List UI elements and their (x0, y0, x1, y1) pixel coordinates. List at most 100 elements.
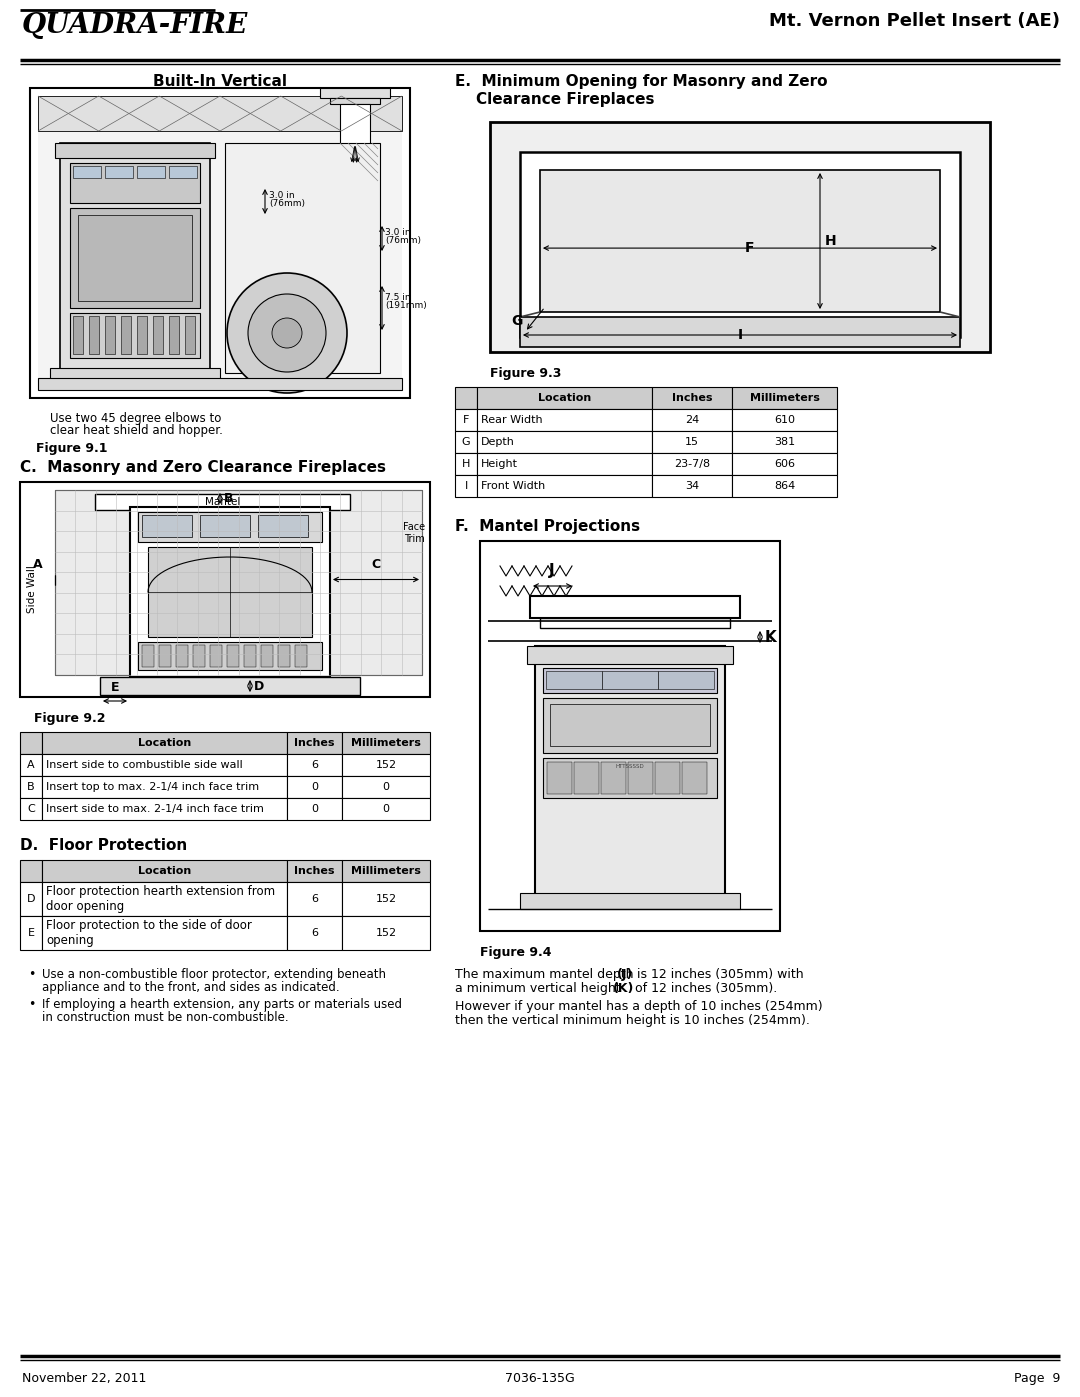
Bar (42, 798, 287, 820)
Bar (258, 515, 308, 536)
Bar (153, 316, 163, 353)
Bar (732, 387, 837, 409)
Text: (191mm): (191mm) (384, 300, 427, 310)
Bar (60, 142, 210, 373)
Bar (50, 367, 220, 380)
Bar (21, 861, 42, 882)
Bar (148, 548, 312, 637)
Text: C: C (27, 805, 35, 814)
Bar (340, 103, 370, 144)
Bar (159, 645, 171, 666)
Bar (546, 761, 572, 793)
Text: Built-In Vertical: Built-In Vertical (153, 74, 287, 89)
Bar (455, 475, 477, 497)
Text: 3.0 in: 3.0 in (384, 228, 410, 237)
Text: E.  Minimum Opening for Masonry and Zero: E. Minimum Opening for Masonry and Zero (455, 74, 827, 89)
Bar (55, 142, 215, 158)
Bar (287, 916, 342, 950)
Bar (42, 882, 287, 916)
Bar (342, 798, 430, 820)
Bar (477, 475, 652, 497)
Bar (543, 698, 717, 753)
Bar (652, 387, 732, 409)
Bar (130, 507, 330, 678)
Text: 0: 0 (311, 782, 318, 792)
Text: Location: Location (538, 393, 591, 402)
Text: 23-7/8: 23-7/8 (674, 460, 710, 469)
Bar (261, 645, 273, 666)
Text: Front Width: Front Width (481, 481, 545, 490)
Text: •: • (28, 968, 36, 981)
Text: Use a non-combustible floor protector, extending beneath: Use a non-combustible floor protector, e… (42, 968, 386, 981)
Text: in construction must be non-combustible.: in construction must be non-combustible. (42, 1011, 288, 1024)
Text: a minimum vertical height: a minimum vertical height (455, 982, 624, 995)
Text: 6: 6 (311, 760, 318, 770)
Text: Mt. Vernon Pellet Insert (AE): Mt. Vernon Pellet Insert (AE) (769, 13, 1059, 29)
Text: Page  9: Page 9 (1014, 1372, 1059, 1384)
Bar (455, 387, 477, 409)
Bar (477, 453, 652, 475)
Text: Location: Location (138, 738, 191, 747)
Bar (137, 316, 147, 353)
Bar (55, 490, 422, 675)
Text: D: D (254, 679, 265, 693)
Bar (138, 643, 322, 671)
Text: Location: Location (138, 866, 191, 876)
Text: then the vertical minimum height is 10 inches (254mm).: then the vertical minimum height is 10 i… (455, 1014, 810, 1027)
Text: (K): (K) (613, 982, 634, 995)
Bar (519, 893, 740, 909)
Bar (477, 387, 652, 409)
Bar (658, 671, 714, 689)
Bar (278, 645, 291, 666)
Bar (477, 432, 652, 453)
Text: Floor protection to the side of door
opening: Floor protection to the side of door ope… (46, 919, 252, 947)
Circle shape (227, 272, 347, 393)
Bar (652, 432, 732, 453)
Bar (732, 453, 837, 475)
Bar (550, 704, 710, 746)
Bar (540, 617, 730, 629)
Bar (732, 432, 837, 453)
Bar (105, 166, 133, 177)
Bar (732, 475, 837, 497)
Bar (652, 409, 732, 432)
Bar (330, 98, 380, 103)
Text: clear heat shield and hopper.: clear heat shield and hopper. (50, 425, 222, 437)
Bar (78, 215, 192, 300)
Text: Insert top to max. 2-1/4 inch face trim: Insert top to max. 2-1/4 inch face trim (46, 782, 259, 792)
Bar (89, 316, 99, 353)
Bar (519, 152, 960, 337)
Text: Face
Trim: Face Trim (403, 522, 426, 543)
Bar (168, 316, 179, 353)
Text: 6: 6 (311, 894, 318, 904)
Text: 152: 152 (376, 760, 396, 770)
Text: Clearance Fireplaces: Clearance Fireplaces (455, 92, 654, 108)
Bar (287, 732, 342, 754)
Text: H: H (462, 460, 470, 469)
Bar (200, 515, 249, 536)
Text: (76mm): (76mm) (384, 236, 421, 244)
Bar (185, 316, 195, 353)
Text: 15: 15 (685, 437, 699, 447)
Text: 152: 152 (376, 928, 396, 937)
Text: 0: 0 (382, 805, 390, 814)
Text: K: K (765, 630, 777, 644)
Bar (480, 541, 780, 930)
Text: •: • (28, 997, 36, 1011)
Circle shape (248, 293, 326, 372)
Bar (342, 732, 430, 754)
Bar (342, 775, 430, 798)
Bar (176, 645, 188, 666)
Bar (21, 916, 42, 950)
Text: However if your mantel has a depth of 10 inches (254mm): However if your mantel has a depth of 10… (455, 1000, 823, 1013)
Bar (527, 645, 733, 664)
Bar (342, 861, 430, 882)
Text: Inches: Inches (294, 738, 335, 747)
Bar (600, 761, 626, 793)
Text: 24: 24 (685, 415, 699, 425)
Bar (287, 798, 342, 820)
Text: H: H (825, 235, 837, 249)
Bar (138, 511, 322, 542)
Bar (681, 761, 707, 793)
Text: 606: 606 (774, 460, 795, 469)
